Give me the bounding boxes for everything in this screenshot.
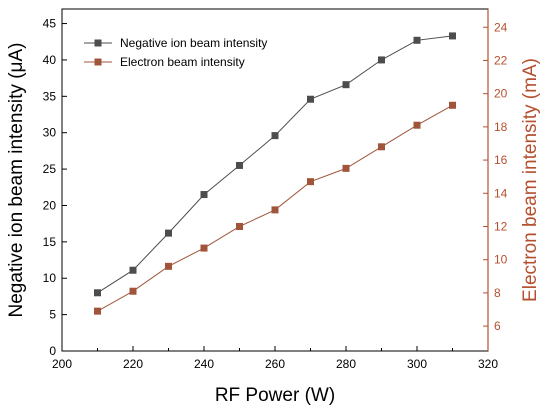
x-tick-label: 220 <box>123 357 143 371</box>
y-left-tick-label: 20 <box>43 198 57 212</box>
y-right-tick-label: 24 <box>494 20 508 34</box>
data-point <box>129 266 137 274</box>
data-point <box>200 244 208 252</box>
y-left-tick-label: 40 <box>43 53 57 67</box>
data-point <box>165 262 172 270</box>
data-point <box>94 307 101 315</box>
y-left-tick-label: 45 <box>43 17 57 31</box>
y-axis-right-title: Electron beam intensity (mA) <box>520 58 541 302</box>
x-tick-label: 300 <box>407 357 427 371</box>
y-left-tick-label: 5 <box>49 308 56 322</box>
y-right-tick-label: 22 <box>494 53 508 67</box>
y-left-tick-label: 15 <box>43 235 57 249</box>
y-right-tick-label: 16 <box>494 153 508 167</box>
y-right-tick-label: 10 <box>494 253 508 267</box>
data-point <box>378 143 385 151</box>
y-right-tick-label: 18 <box>494 120 508 134</box>
data-point <box>307 178 314 186</box>
y-left-tick-label: 35 <box>43 89 57 103</box>
legend-marker <box>94 39 102 47</box>
x-tick-label: 320 <box>478 357 498 371</box>
y-left-tick-label: 0 <box>49 344 56 358</box>
series-layer <box>94 32 456 315</box>
data-point <box>236 161 243 169</box>
data-point <box>449 101 456 109</box>
y-right-tick-label: 14 <box>494 186 508 200</box>
y-right-tick-label: 12 <box>494 219 508 233</box>
data-point <box>271 132 279 140</box>
series-line <box>97 35 453 294</box>
legend-marker <box>94 58 102 66</box>
data-point <box>200 191 208 199</box>
legend-label: Negative ion beam intensity <box>120 36 267 50</box>
x-tick-label: 200 <box>52 357 72 371</box>
x-tick-label: 280 <box>336 357 356 371</box>
y-axis-left-title: Negative ion beam intensity (μA) <box>6 43 27 318</box>
data-point <box>413 121 421 129</box>
x-tick-label: 260 <box>265 357 285 371</box>
data-point <box>378 56 385 64</box>
data-point <box>271 206 279 214</box>
series-1 <box>94 32 456 297</box>
y-right-tick-label: 6 <box>494 319 501 333</box>
x-axis-title: RF Power (W) <box>215 385 335 406</box>
y-left-tick-label: 10 <box>43 271 57 285</box>
x-axis: 200 220 240 260 280 300 320 <box>52 346 498 371</box>
y-left-tick-label: 25 <box>43 162 57 176</box>
legend-label: Electron beam intensity <box>120 55 245 69</box>
y-right-tick-label: 8 <box>494 286 501 300</box>
data-point <box>236 222 243 230</box>
y-axis-left: 0 5 10 15 20 25 30 35 40 45 <box>43 17 67 358</box>
data-point <box>449 32 456 40</box>
y-left-tick-label: 30 <box>43 126 57 140</box>
y-right-tick-label: 20 <box>494 87 508 101</box>
y-axis-right: 6 8 10 12 14 16 18 20 22 24 <box>483 9 508 351</box>
data-point <box>413 36 421 44</box>
x-tick-label: 240 <box>194 357 214 371</box>
data-point <box>165 229 172 237</box>
data-point <box>94 289 101 297</box>
data-point <box>307 95 314 103</box>
data-point <box>342 164 350 172</box>
legend: Negative ion beam intensity Electron beam… <box>84 36 267 69</box>
data-point <box>342 81 350 89</box>
data-point <box>129 287 137 295</box>
series-2 <box>94 101 456 315</box>
